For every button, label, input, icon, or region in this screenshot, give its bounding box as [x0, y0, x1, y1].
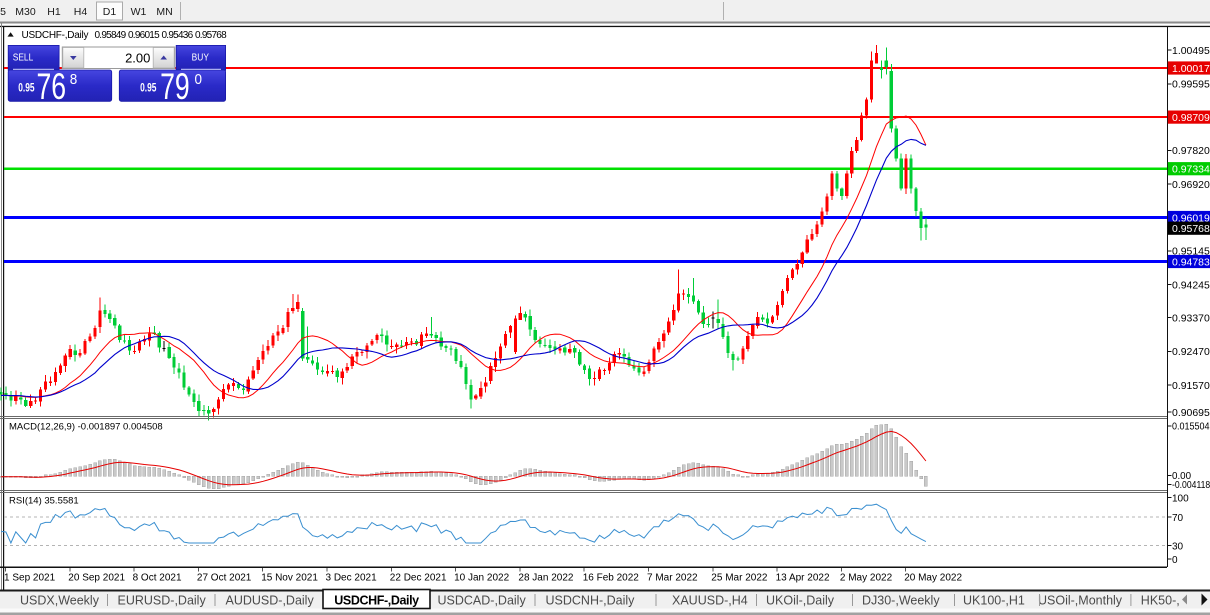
svg-text:5: 5	[0, 6, 6, 18]
svg-text:15 Nov 2021: 15 Nov 2021	[261, 573, 318, 584]
svg-text:0.90695: 0.90695	[1172, 407, 1210, 419]
svg-text:30: 30	[1172, 541, 1184, 552]
svg-text:8 Oct 2021: 8 Oct 2021	[133, 573, 182, 584]
svg-text:SELL: SELL	[13, 52, 34, 64]
svg-text:RSI(14) 35.5581: RSI(14) 35.5581	[9, 496, 79, 507]
svg-text:2.00: 2.00	[125, 50, 150, 65]
svg-text:1.00017: 1.00017	[1172, 63, 1210, 75]
svg-text:DJ30-,Weekly: DJ30-,Weekly	[862, 594, 940, 608]
svg-text:28 Jan 2022: 28 Jan 2022	[518, 573, 573, 584]
svg-text:10 Jan 2022: 10 Jan 2022	[454, 573, 509, 584]
svg-text:USDX,Weekly: USDX,Weekly	[20, 594, 100, 608]
svg-text:0.91570: 0.91570	[1172, 380, 1210, 392]
svg-text:22 Dec 2021: 22 Dec 2021	[390, 573, 447, 584]
svg-text:HK50-,: HK50-,	[1141, 594, 1180, 608]
svg-text:UK100-,H1: UK100-,H1	[963, 594, 1025, 608]
svg-text:20 May 2022: 20 May 2022	[904, 573, 962, 584]
svg-text:1 Sep 2021: 1 Sep 2021	[4, 573, 56, 584]
svg-text:76: 76	[37, 66, 67, 107]
svg-text:MACD(12,26,9) -0.001897 0.0045: MACD(12,26,9) -0.001897 0.004508	[9, 422, 163, 433]
svg-text:H1: H1	[47, 6, 61, 18]
svg-text:-0.004118: -0.004118	[1172, 480, 1210, 491]
svg-text:25 Mar 2022: 25 Mar 2022	[711, 573, 768, 584]
svg-text:0.93370: 0.93370	[1172, 312, 1210, 324]
svg-text:0.00: 0.00	[1172, 471, 1192, 482]
svg-text:MN: MN	[156, 6, 172, 18]
svg-text:0.95436: 0.95436	[162, 30, 194, 41]
svg-text:0.97334: 0.97334	[1172, 164, 1210, 176]
svg-text:1.00495: 1.00495	[1172, 45, 1210, 57]
svg-text:0.95145: 0.95145	[1172, 246, 1210, 258]
svg-text:3 Dec 2021: 3 Dec 2021	[326, 573, 378, 584]
svg-text:8: 8	[70, 71, 78, 88]
svg-text:W1: W1	[131, 6, 147, 18]
svg-text:M30: M30	[15, 6, 36, 18]
svg-text:0.94783: 0.94783	[1172, 256, 1210, 268]
svg-text:AUDUSD-,Daily: AUDUSD-,Daily	[226, 594, 315, 608]
svg-text:100: 100	[1172, 493, 1189, 504]
svg-text:0.015504: 0.015504	[1172, 422, 1210, 433]
svg-text:EURUSD-,Daily: EURUSD-,Daily	[118, 594, 207, 608]
svg-text:70: 70	[1172, 513, 1184, 524]
svg-text:USOil-,Monthly: USOil-,Monthly	[1038, 594, 1123, 608]
svg-text:0: 0	[195, 71, 203, 88]
svg-text:0.96015: 0.96015	[128, 30, 160, 41]
svg-text:0.95768: 0.95768	[1172, 223, 1210, 235]
svg-text:USDCHF-,Daily: USDCHF-,Daily	[22, 30, 89, 41]
svg-text:0.94245: 0.94245	[1172, 280, 1210, 292]
svg-text:UKOil-,Daily: UKOil-,Daily	[766, 594, 835, 608]
svg-text:0: 0	[1172, 555, 1178, 566]
svg-text:0.98709: 0.98709	[1172, 112, 1210, 124]
svg-text:0.95: 0.95	[18, 82, 35, 95]
svg-text:USDCAD-,Daily: USDCAD-,Daily	[438, 594, 527, 608]
svg-text:2 May 2022: 2 May 2022	[840, 573, 893, 584]
svg-text:D1: D1	[103, 6, 117, 18]
svg-text:H4: H4	[74, 6, 88, 18]
svg-text:7 Mar 2022: 7 Mar 2022	[647, 573, 698, 584]
svg-text:16 Feb 2022: 16 Feb 2022	[583, 573, 640, 584]
svg-text:0.92470: 0.92470	[1172, 346, 1210, 358]
svg-text:0.99595: 0.99595	[1172, 79, 1210, 91]
svg-text:20 Sep 2021: 20 Sep 2021	[68, 573, 125, 584]
svg-text:0.95768: 0.95768	[195, 30, 227, 41]
svg-text:BUY: BUY	[192, 52, 210, 64]
svg-text:13 Apr 2022: 13 Apr 2022	[776, 573, 830, 584]
svg-text:USDCNH-,Daily: USDCNH-,Daily	[546, 594, 636, 608]
svg-text:0.96920: 0.96920	[1172, 179, 1210, 191]
svg-text:27 Oct 2021: 27 Oct 2021	[197, 573, 252, 584]
svg-text:USDCHF-,Daily: USDCHF-,Daily	[334, 594, 419, 608]
svg-text:0.96019: 0.96019	[1172, 212, 1210, 224]
svg-text:0.97820: 0.97820	[1172, 145, 1210, 157]
svg-text:XAUUSD-,H4: XAUUSD-,H4	[672, 594, 748, 608]
svg-text:0.95: 0.95	[140, 82, 157, 95]
svg-text:79: 79	[160, 66, 190, 107]
svg-text:0.95849: 0.95849	[95, 30, 127, 41]
